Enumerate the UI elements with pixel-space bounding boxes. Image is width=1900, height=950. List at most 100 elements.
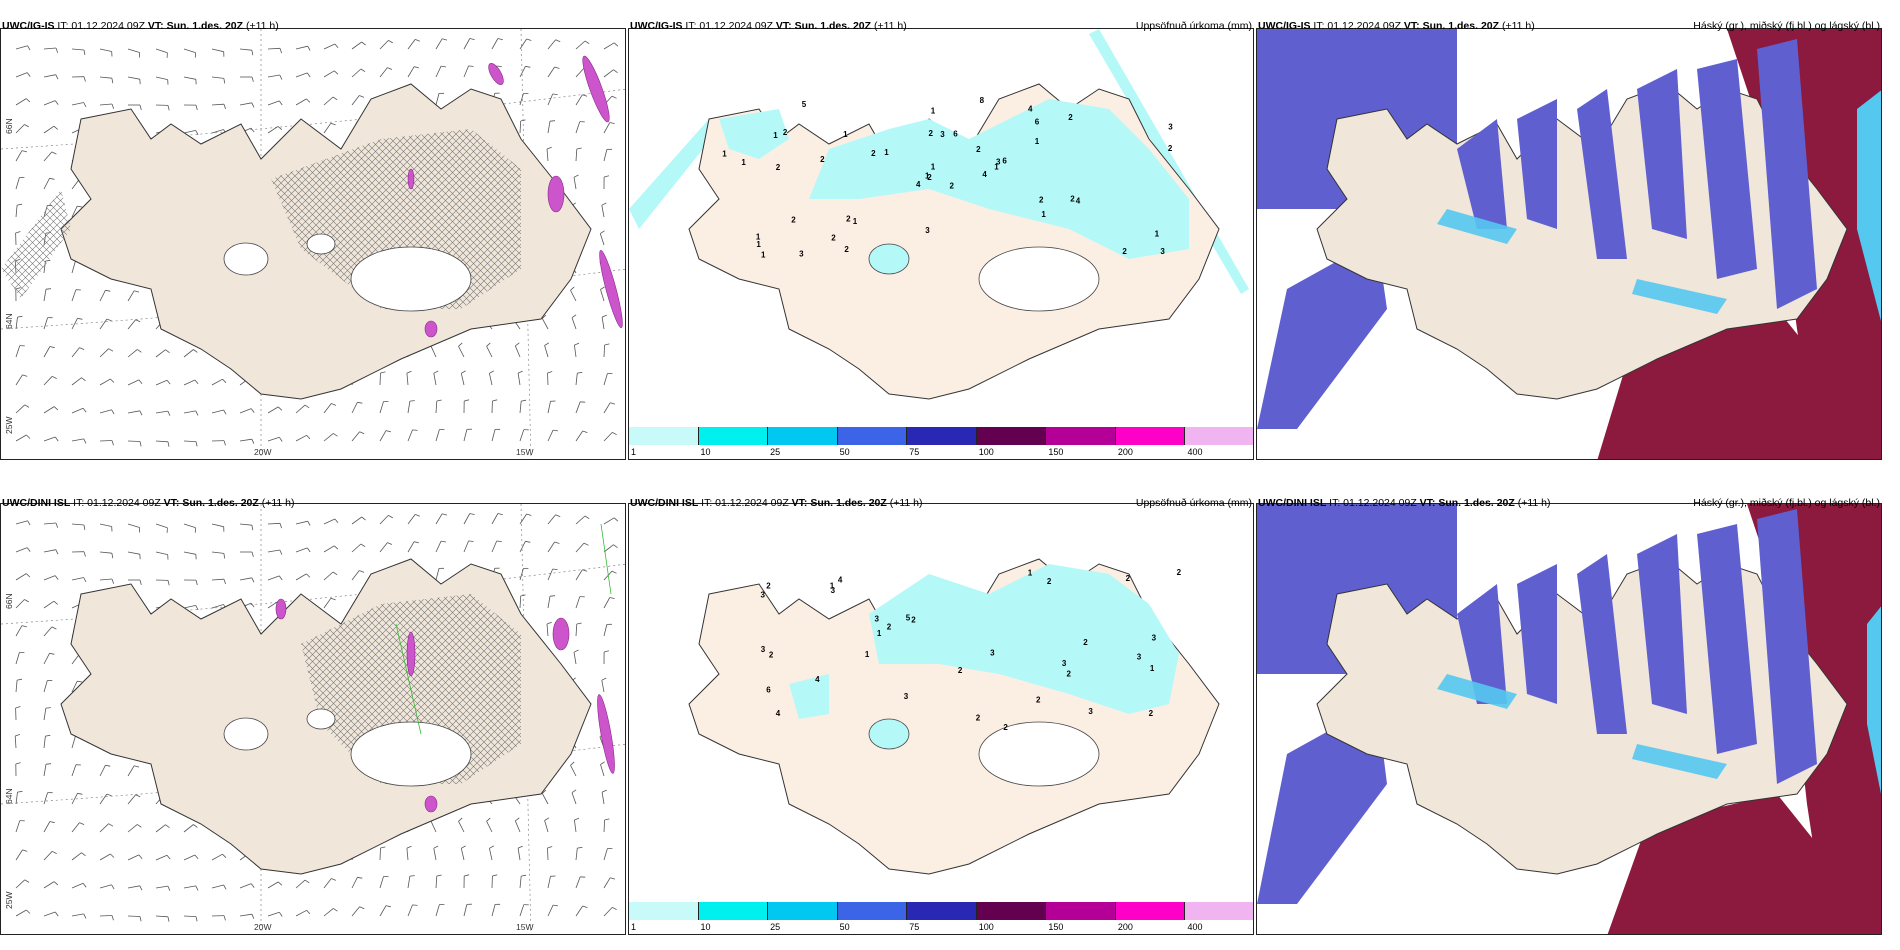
wind-barb (155, 440, 169, 443)
precip-value-label: 2 (820, 155, 825, 164)
wind-barb (15, 345, 21, 358)
wind-barb-flag (436, 399, 442, 402)
wind-barb (603, 373, 608, 386)
wind-barb (575, 515, 586, 525)
wind-barb-flag (359, 906, 365, 910)
wind-barb (489, 848, 493, 861)
wind-barb (71, 347, 80, 358)
wind-barb-flag (573, 649, 579, 653)
wind-barb (547, 541, 555, 553)
wind-barb-flag (433, 370, 439, 374)
colorbar-bottom: 1 10 25 50 75 100 150 200 400 (629, 902, 1253, 934)
wind-barb (600, 289, 605, 302)
wind-barb (99, 409, 112, 414)
wind-barb (15, 520, 28, 525)
wind-barb (601, 205, 605, 218)
wind-barb (603, 517, 615, 525)
wind-barb-flag (601, 677, 607, 681)
wind-barb-flag (21, 150, 28, 153)
wind-barb-flag (334, 545, 339, 550)
wind-barb (267, 881, 279, 889)
wind-barb (183, 379, 196, 386)
wind-barb (267, 549, 280, 553)
wind-barb-flag (79, 347, 85, 350)
wind-barb-flag (542, 314, 547, 319)
wind-barb-flag (385, 430, 391, 433)
wind-barb (127, 885, 140, 889)
model-name: UWC/IG-IS (630, 20, 683, 32)
wind-barb-flag (611, 95, 617, 99)
wind-barb-flag (45, 734, 51, 737)
wind-barb (43, 346, 51, 358)
lat-64-label: 64N (4, 313, 14, 329)
colorbar-swatch (837, 902, 908, 920)
wind-barb-flag (53, 406, 59, 411)
precip-value-label: 3 (996, 158, 1001, 167)
wind-barb (603, 149, 608, 162)
wind-barb-flag (496, 540, 502, 542)
wind-barb-flag (134, 765, 140, 768)
wind-barb-flag (492, 874, 498, 877)
wind-barb (155, 523, 168, 529)
wind-barb (211, 578, 225, 581)
precip-value-label: 3 (1062, 659, 1067, 668)
wind-barb (43, 376, 53, 386)
wind-barb-flag (165, 824, 170, 829)
wind-barb (491, 513, 499, 525)
wind-barb (463, 429, 468, 442)
wind-barb (603, 544, 614, 553)
wind-barb (15, 625, 23, 637)
wind-map-top (1, 29, 625, 459)
wind-barb (71, 318, 78, 330)
precip-value-label: 2 (1168, 144, 1173, 153)
wind-barb-flag (139, 104, 142, 111)
wind-barb-flag (24, 599, 29, 603)
wind-barb-flag (304, 404, 310, 409)
wind-barb (127, 76, 140, 80)
wind-barb-flag (223, 884, 227, 890)
precip-value-label: 2 (1149, 709, 1154, 718)
wind-barb-flag (542, 789, 547, 794)
wind-barb (575, 373, 578, 386)
wind-title-top: UWC/IG-IS IT: 01.12.2024 09Z VT: Sun. 1.… (2, 20, 279, 32)
wind-barb (211, 884, 224, 889)
wind-barb (43, 600, 55, 609)
wind-barb-flag (515, 342, 520, 347)
wind-barb-flag (577, 846, 583, 849)
lead-time: (+11 h) (1501, 20, 1535, 32)
wind-barb-flag (77, 680, 83, 683)
wind-barb (458, 346, 465, 358)
wind-barb (351, 41, 362, 50)
wind-barb-flag (570, 761, 575, 766)
wind-barb (547, 847, 549, 861)
wind-barb-flag (83, 551, 86, 557)
wind-barb (323, 403, 332, 414)
wind-barb (463, 65, 469, 78)
wind-barb (99, 318, 108, 330)
wind-barb (43, 736, 46, 749)
wind-barb (71, 736, 76, 749)
precip-value-label: 2 (929, 129, 934, 138)
wind-barb (547, 568, 554, 581)
wind-barb-flag (24, 124, 29, 128)
wind-barb (603, 69, 614, 78)
wind-barb-flag (251, 525, 254, 531)
wind-barb (323, 518, 336, 525)
wind-barb (351, 402, 358, 414)
wind-barb-flag (111, 553, 114, 559)
wind-barb-flag (279, 912, 283, 917)
wind-barb (547, 121, 551, 134)
wind-barb-flag (51, 626, 57, 630)
init-time: IT: 01.12.2024 09Z (57, 20, 145, 32)
wind-barb-flag (604, 343, 610, 346)
precip-value-label: 3 (1152, 634, 1157, 643)
wind-barb-flag (139, 916, 142, 922)
wind-barb (601, 792, 605, 805)
init-time: IT: 01.12.2024 09Z (701, 497, 789, 509)
wind-map-bottom (1, 504, 625, 934)
wind-barb (15, 820, 21, 833)
wind-barb (519, 904, 525, 917)
wind-barb (603, 42, 615, 50)
wind-barb (351, 431, 360, 442)
wind-barb (71, 206, 78, 218)
